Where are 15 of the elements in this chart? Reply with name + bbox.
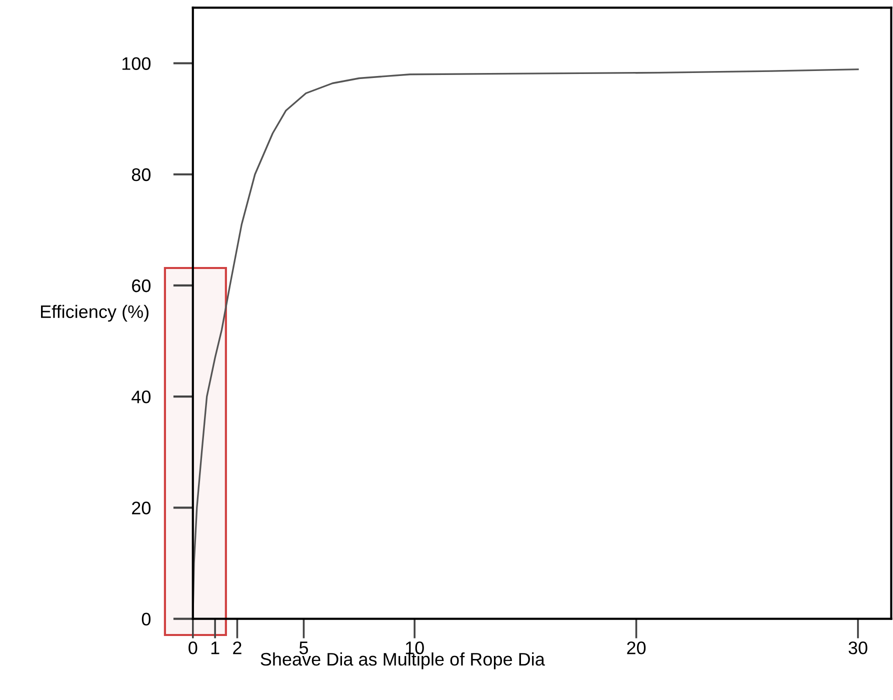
y-tick-label: 100	[122, 57, 151, 70]
x-tick-label: 1	[211, 642, 220, 654]
x-tick-label: 0	[188, 642, 198, 654]
y-tick-label: 20	[132, 502, 151, 514]
y-axis-title: Efficiency (%)	[41, 304, 148, 322]
x-tick-label: 30	[848, 642, 868, 654]
y-tick-label: 0	[142, 612, 151, 626]
x-axis-title: Sheave Dia as Multiple of Rope Dia	[260, 652, 545, 670]
y-tick-label: 60	[132, 279, 151, 292]
y-tick-label: 40	[132, 390, 151, 404]
x-tick-label: 5	[299, 642, 308, 654]
x-tick-label: 20	[627, 642, 646, 654]
x-tick-label: 2	[233, 642, 242, 654]
x-tick-label: 10	[406, 642, 424, 654]
y-tick-label: 80	[132, 168, 151, 182]
